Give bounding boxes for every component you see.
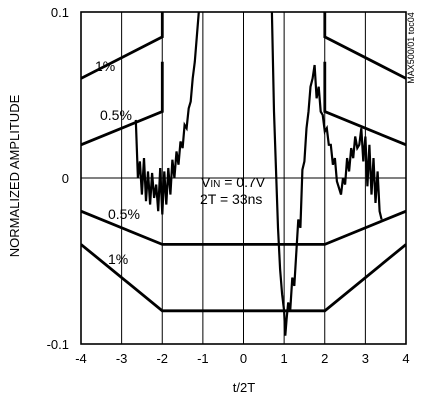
x-tick-label: -4 [75,351,87,366]
series-mask_lower_1pct [81,243,406,313]
vin-annotation: VIN = 0.7V [201,174,266,190]
figure-code: MAX500/01 toc04 [406,12,416,84]
y-tick-label: 0.1 [51,5,69,20]
y-tick-label: 0 [62,171,69,186]
x-axis-title: t/2T [233,380,255,395]
x-tick-label: 4 [402,351,409,366]
series-mask_lower_05pct [81,209,406,246]
mask-label-lower-1pct: 1% [108,251,128,267]
x-tick-label: 2 [321,351,328,366]
x-tick-label: -2 [156,351,168,366]
mask-label-lower-05pct: 0.5% [108,206,140,222]
plot-frame [80,11,407,345]
series-signal_right [270,12,383,336]
x-tick-label: 1 [281,351,288,366]
vin-annotation-subscript: IN [210,179,220,190]
signal-traces [134,12,383,336]
y-tick-label: -0.1 [47,337,69,352]
mask-label-upper-1pct: 1% [95,58,115,74]
y-axis-title: NORMALIZED AMPLITUDE [7,94,22,257]
series-mask_upper_05pct [81,61,164,147]
x-tick-label: 3 [362,351,369,366]
vin-annotation-main: V [201,174,211,190]
x-tick-label: 0 [240,351,247,366]
series-mask_right_upper_05pct [323,61,406,147]
series-signal [134,12,200,215]
tick-labels: -4 -3 -2 -1 0 1 2 3 4 -0.1 0 0.1 [47,5,410,366]
period-annotation: 2T = 33ns [200,191,262,207]
tolerance-masks [81,12,406,313]
mask-label-upper-05pct: 0.5% [100,107,132,123]
vin-annotation-value: = 0.7V [220,174,265,190]
x-tick-label: -3 [116,351,128,366]
x-tick-label: -1 [197,351,209,366]
series-mask_upper_1pct [81,12,164,80]
series-mask_right_upper_1pct [323,12,406,80]
